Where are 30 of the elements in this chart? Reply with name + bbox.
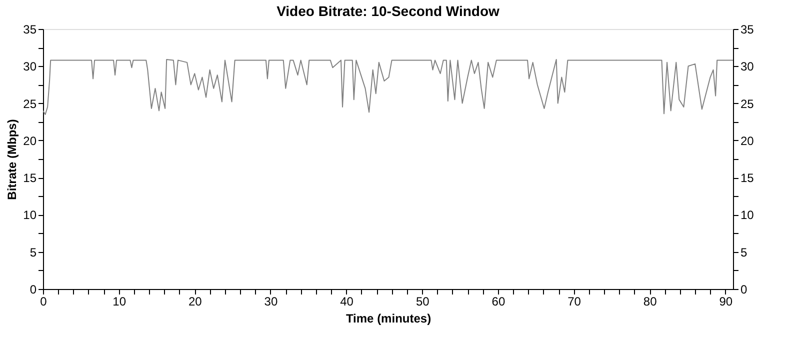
y2-tick-label: 35: [740, 22, 754, 36]
line-series: [43, 58, 733, 115]
y-tick-label: 25: [23, 96, 37, 111]
x-tick-label: 20: [188, 294, 202, 308]
y2-tick-label: 0: [740, 282, 748, 296]
y-tick-label: 30: [23, 60, 37, 74]
y-tick-label: 5: [30, 245, 37, 260]
y2-tick-label: 20: [740, 134, 754, 148]
x-tick-label: 30: [264, 294, 278, 308]
x-tick-label: 10: [112, 294, 126, 308]
y-tick-label: 15: [23, 171, 37, 186]
y-tick-label: 35: [23, 22, 37, 36]
y-axis-title: Bitrate (Mbps): [5, 119, 20, 200]
y-tick-label: 20: [23, 134, 37, 148]
x-tick-label: 80: [643, 294, 658, 308]
x-tick-label: 0: [40, 294, 48, 308]
y2-tick-label: 10: [740, 208, 754, 222]
y2-tick-label: 5: [740, 245, 748, 260]
x-tick-label: 70: [568, 294, 582, 308]
y-tick-label: 0: [30, 282, 37, 296]
y2-tick-label: 15: [740, 171, 754, 186]
y2-tick-label: 25: [740, 96, 754, 111]
x-tick-label: 50: [416, 294, 430, 308]
x-tick-label: 40: [340, 294, 354, 308]
y2-tick-label: 30: [740, 60, 754, 74]
y-tick-label: 10: [23, 208, 37, 222]
x-axis-title: Time (minutes): [346, 312, 432, 326]
chart-title: Video Bitrate: 10-Second Window: [276, 3, 500, 19]
x-tick-label: 90: [719, 294, 733, 308]
x-tick-label: 60: [492, 294, 506, 308]
